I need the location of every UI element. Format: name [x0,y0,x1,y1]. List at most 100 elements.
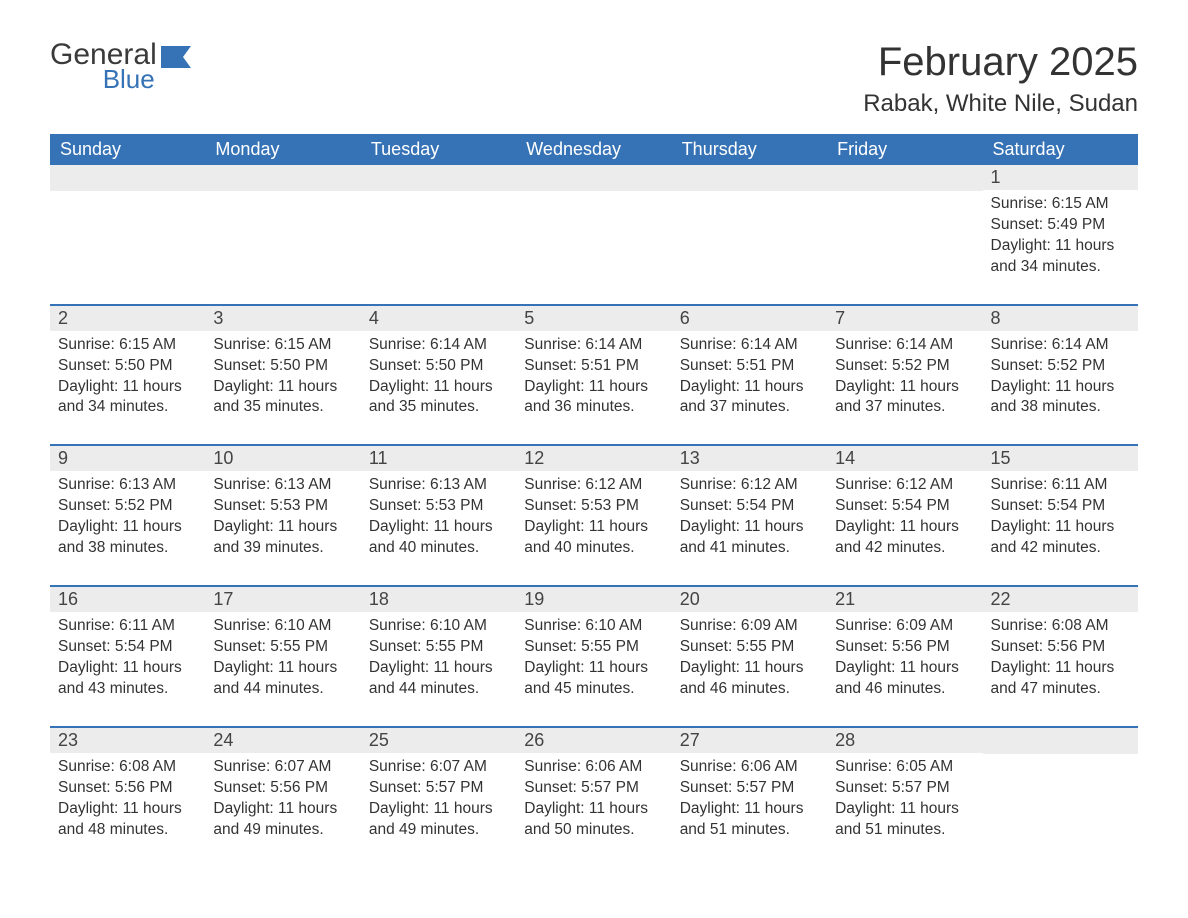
sunrise-line: Sunrise: 6:10 AM [369,616,508,637]
day-number: 9 [50,446,205,471]
calendar-week: 23Sunrise: 6:08 AMSunset: 5:56 PMDayligh… [50,726,1138,849]
calendar-week: 1 Sunrise: 6:15 AMSunset: 5:49 PMDaylight… [50,165,1138,286]
calendar-day: 20Sunrise: 6:09 AMSunset: 5:55 PMDayligh… [672,587,827,708]
daylight-line: Daylight: 11 hours and 49 minutes. [213,799,352,841]
day-details: Sunrise: 6:14 AMSunset: 5:50 PMDaylight:… [367,335,510,419]
day-number: 13 [672,446,827,471]
daylight-line: Daylight: 11 hours and 34 minutes. [991,236,1130,278]
sunrise-line: Sunrise: 6:07 AM [213,757,352,778]
sunset-line: Sunset: 5:53 PM [213,496,352,517]
daylight-line: Daylight: 11 hours and 39 minutes. [213,517,352,559]
sunset-line: Sunset: 5:57 PM [835,778,974,799]
dow-cell: Thursday [672,134,827,165]
day-number [50,165,205,191]
calendar-day-empty [672,165,827,286]
day-number: 7 [827,306,982,331]
day-details: Sunrise: 6:13 AMSunset: 5:52 PMDaylight:… [56,475,199,559]
sunrise-line: Sunrise: 6:08 AM [58,757,197,778]
sunrise-line: Sunrise: 6:15 AM [58,335,197,356]
flag-icon [161,46,191,68]
daylight-line: Daylight: 11 hours and 40 minutes. [369,517,508,559]
calendar-day: 3Sunrise: 6:15 AMSunset: 5:50 PMDaylight… [205,306,360,427]
sunrise-line: Sunrise: 6:14 AM [680,335,819,356]
calendar-day: 24Sunrise: 6:07 AMSunset: 5:56 PMDayligh… [205,728,360,849]
sunset-line: Sunset: 5:50 PM [58,356,197,377]
day-details: Sunrise: 6:15 AMSunset: 5:49 PMDaylight:… [989,194,1132,278]
day-number: 6 [672,306,827,331]
sunrise-line: Sunrise: 6:06 AM [680,757,819,778]
daylight-line: Daylight: 11 hours and 50 minutes. [524,799,663,841]
sunset-line: Sunset: 5:56 PM [991,637,1130,658]
day-details: Sunrise: 6:07 AMSunset: 5:56 PMDaylight:… [211,757,354,841]
calendar-day: 16Sunrise: 6:11 AMSunset: 5:54 PMDayligh… [50,587,205,708]
sunset-line: Sunset: 5:51 PM [680,356,819,377]
dow-cell: Wednesday [516,134,671,165]
day-number [361,165,516,191]
calendar-day: 10 Sunrise: 6:13 AMSunset: 5:53 PMDayligh… [205,446,360,567]
daylight-line: Daylight: 11 hours and 44 minutes. [369,658,508,700]
calendar-day: 18Sunrise: 6:10 AMSunset: 5:55 PMDayligh… [361,587,516,708]
sunset-line: Sunset: 5:54 PM [680,496,819,517]
header: General Blue February 2025 Rabak, White … [50,40,1138,118]
day-number: 10 [205,446,360,471]
calendar-day: 27Sunrise: 6:06 AMSunset: 5:57 PMDayligh… [672,728,827,849]
sunrise-line: Sunrise: 6:15 AM [991,194,1130,215]
daylight-line: Daylight: 11 hours and 44 minutes. [213,658,352,700]
calendar-day: 21Sunrise: 6:09 AMSunset: 5:56 PMDayligh… [827,587,982,708]
sunset-line: Sunset: 5:51 PM [524,356,663,377]
day-number [205,165,360,191]
day-details: Sunrise: 6:12 AMSunset: 5:53 PMDaylight:… [522,475,665,559]
day-details: Sunrise: 6:09 AMSunset: 5:56 PMDaylight:… [833,616,976,700]
daylight-line: Daylight: 11 hours and 46 minutes. [680,658,819,700]
dow-cell: Tuesday [361,134,516,165]
calendar-day-empty [50,165,205,286]
daylight-line: Daylight: 11 hours and 34 minutes. [58,377,197,419]
daylight-line: Daylight: 11 hours and 51 minutes. [680,799,819,841]
calendar-day: 23Sunrise: 6:08 AMSunset: 5:56 PMDayligh… [50,728,205,849]
day-number: 8 [983,306,1138,331]
calendar-day: 22Sunrise: 6:08 AMSunset: 5:56 PMDayligh… [983,587,1138,708]
calendar-day: 4Sunrise: 6:14 AMSunset: 5:50 PMDaylight… [361,306,516,427]
sunrise-line: Sunrise: 6:10 AM [213,616,352,637]
day-number [983,728,1138,754]
day-number: 5 [516,306,671,331]
sunrise-line: Sunrise: 6:08 AM [991,616,1130,637]
day-number: 12 [516,446,671,471]
day-details: Sunrise: 6:14 AMSunset: 5:52 PMDaylight:… [989,335,1132,419]
sunset-line: Sunset: 5:55 PM [524,637,663,658]
sunset-line: Sunset: 5:52 PM [58,496,197,517]
brand-logo: General Blue [50,40,191,92]
calendar-day: 5Sunrise: 6:14 AMSunset: 5:51 PMDaylight… [516,306,671,427]
daylight-line: Daylight: 11 hours and 42 minutes. [835,517,974,559]
calendar-day: 12 Sunrise: 6:12 AMSunset: 5:53 PMDayligh… [516,446,671,567]
calendar-day-empty [827,165,982,286]
day-number: 17 [205,587,360,612]
calendar-day: 17Sunrise: 6:10 AMSunset: 5:55 PMDayligh… [205,587,360,708]
sunset-line: Sunset: 5:53 PM [369,496,508,517]
sunset-line: Sunset: 5:57 PM [369,778,508,799]
sunrise-line: Sunrise: 6:07 AM [369,757,508,778]
daylight-line: Daylight: 11 hours and 36 minutes. [524,377,663,419]
day-number: 1 [983,165,1138,190]
day-details: Sunrise: 6:09 AMSunset: 5:55 PMDaylight:… [678,616,821,700]
sunrise-line: Sunrise: 6:13 AM [213,475,352,496]
daylight-line: Daylight: 11 hours and 49 minutes. [369,799,508,841]
sunset-line: Sunset: 5:49 PM [991,215,1130,236]
day-details: Sunrise: 6:06 AMSunset: 5:57 PMDaylight:… [678,757,821,841]
daylight-line: Daylight: 11 hours and 46 minutes. [835,658,974,700]
calendar-week: 2Sunrise: 6:15 AMSunset: 5:50 PMDaylight… [50,304,1138,427]
sunset-line: Sunset: 5:56 PM [58,778,197,799]
day-number [827,165,982,191]
calendar-day: 11Sunrise: 6:13 AMSunset: 5:53 PMDayligh… [361,446,516,567]
sunrise-line: Sunrise: 6:14 AM [369,335,508,356]
sunset-line: Sunset: 5:50 PM [369,356,508,377]
day-details: Sunrise: 6:15 AMSunset: 5:50 PMDaylight:… [56,335,199,419]
daylight-line: Daylight: 11 hours and 35 minutes. [369,377,508,419]
day-details: Sunrise: 6:08 AMSunset: 5:56 PMDaylight:… [989,616,1132,700]
title-block: February 2025 Rabak, White Nile, Sudan [863,40,1138,118]
calendar-week: 9Sunrise: 6:13 AMSunset: 5:52 PMDaylight… [50,444,1138,567]
dow-cell: Saturday [983,134,1138,165]
sunrise-line: Sunrise: 6:09 AM [680,616,819,637]
day-number: 2 [50,306,205,331]
day-details: Sunrise: 6:12 AMSunset: 5:54 PMDaylight:… [678,475,821,559]
